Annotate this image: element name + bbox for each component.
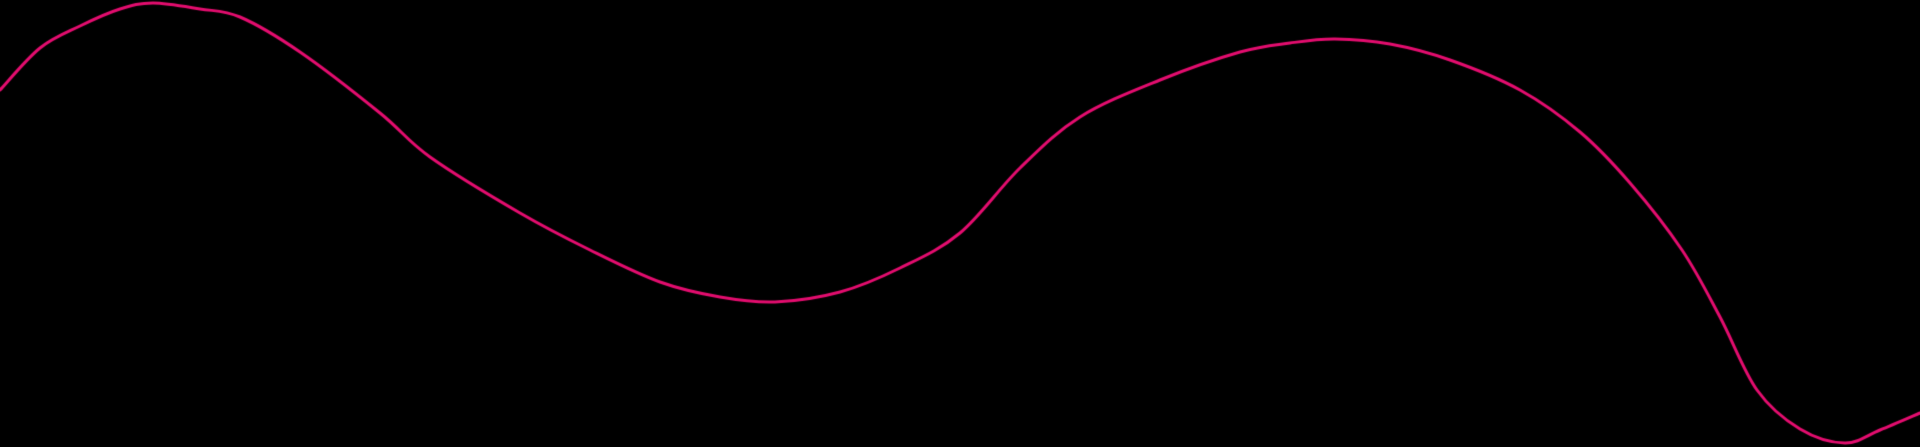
wave-background bbox=[0, 0, 1920, 447]
wave-curve-canvas bbox=[0, 0, 1920, 447]
